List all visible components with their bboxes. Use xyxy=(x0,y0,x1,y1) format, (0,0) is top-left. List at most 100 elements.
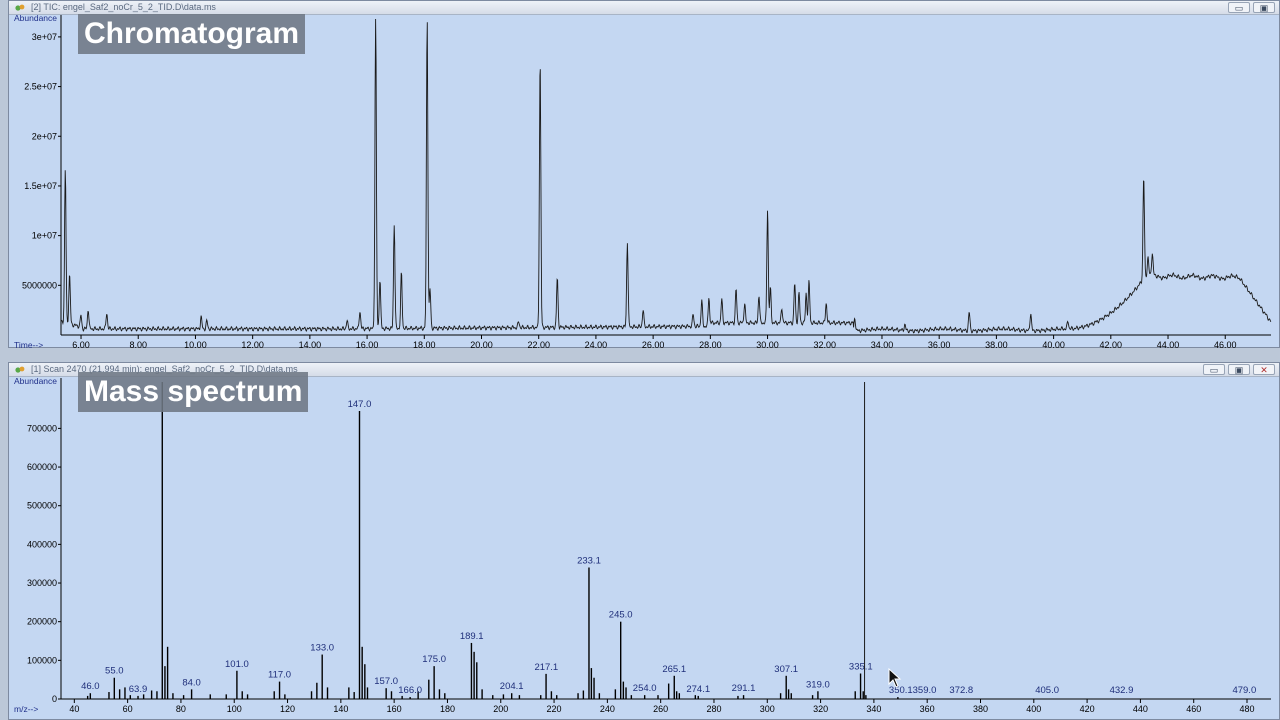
x-tick-label: 180 xyxy=(440,704,455,714)
spectrum-titlebar[interactable]: [1] Scan 2470 (21.994 min): engel_Saf2_n… xyxy=(9,363,1279,377)
peak-label: 359.0 xyxy=(913,685,937,696)
peak-label: 63.9 xyxy=(129,684,148,695)
x-tick-label: 18.00 xyxy=(413,340,436,348)
chromatogram-window: [2] TIC: engel_Saf2_noCr_5_2_TID.D\data.… xyxy=(8,0,1280,348)
chromatogram-plot[interactable]: 5000000 1e+07 1.5e+07 2e+07 2.5e+07 3e+07 6.00… xyxy=(9,14,1279,348)
mouse-cursor-icon xyxy=(888,668,902,688)
peak-label: 432.9 xyxy=(1110,685,1134,696)
x-tick-label: 200 xyxy=(493,704,508,714)
chromatogram-overlay-label: Chromatogram xyxy=(78,14,306,54)
y-axis-label: Abundance xyxy=(14,14,57,23)
x-tick-label: 46.00 xyxy=(1214,340,1237,348)
peak-label: 101.0 xyxy=(225,659,249,670)
y-tick-label: 100000 xyxy=(27,655,57,665)
x-tick-label: 26.00 xyxy=(642,340,665,348)
chromatogram-title: [2] TIC: engel_Saf2_noCr_5_2_TID.D\data.… xyxy=(31,2,216,12)
peak-label: 254.0 xyxy=(633,683,657,694)
x-tick-label: 12.00 xyxy=(241,340,264,348)
peak-label: 291.1 xyxy=(732,683,756,694)
close-button[interactable]: ✕ xyxy=(1253,364,1275,375)
x-tick-label: 10.00 xyxy=(184,340,207,348)
x-tick-label: 160 xyxy=(387,704,402,714)
x-tick-label: 30.00 xyxy=(756,340,779,348)
x-tick-label: 440 xyxy=(1133,704,1148,714)
peak-label: 265.1 xyxy=(662,664,686,675)
app-icon xyxy=(15,366,25,373)
peak-label: 147.0 xyxy=(348,399,372,410)
x-tick-label: 420 xyxy=(1080,704,1095,714)
peak-label: 204.1 xyxy=(500,681,524,692)
y-tick-label: 3e+07 xyxy=(32,32,57,42)
x-tick-label: 8.00 xyxy=(129,340,147,348)
x-tick-label: 6.00 xyxy=(72,340,90,348)
peak-label: 372.8 xyxy=(949,685,973,696)
peak-label: 84.0 xyxy=(182,677,201,688)
y-tick-label: 1.5e+07 xyxy=(24,181,57,191)
mass-spectrum-plot[interactable]: 0 100000 200000 300000 400000 500000 600000 700… xyxy=(9,376,1279,720)
y-tick-label: 5000000 xyxy=(22,280,57,290)
x-tick-label: 40 xyxy=(69,704,79,714)
peak-label: 217.1 xyxy=(534,662,558,673)
peak-label: 166.0 xyxy=(398,685,422,696)
x-tick-label: 16.00 xyxy=(356,340,379,348)
x-tick-label: 220 xyxy=(547,704,562,714)
y-tick-label: 500000 xyxy=(27,501,57,511)
y-tick-label: 200000 xyxy=(27,617,57,627)
x-tick-label: 42.00 xyxy=(1100,340,1123,348)
y-tick-label: 700000 xyxy=(27,423,57,433)
x-tick-label: 260 xyxy=(653,704,668,714)
spectrum-overlay-label: Mass spectrum xyxy=(78,372,309,412)
y-tick-label: 0 xyxy=(52,694,57,704)
x-tick-label: 240 xyxy=(600,704,615,714)
peak-label: 350.1 xyxy=(889,685,913,696)
peak-label: 117.0 xyxy=(268,670,291,681)
spectrum-title: [1] Scan 2470 (21.994 min): engel_Saf2_n… xyxy=(31,364,298,374)
y-tick-label: 1e+07 xyxy=(32,231,57,241)
restore-button[interactable]: ▣ xyxy=(1253,2,1275,13)
peak-label: 133.0 xyxy=(310,643,334,654)
x-tick-label: 100 xyxy=(227,704,242,714)
x-tick-label: 22.00 xyxy=(527,340,550,348)
peak-label: 245.0 xyxy=(609,610,633,621)
x-axis-label: m/z--> xyxy=(14,704,38,714)
minimize-button[interactable]: ▭ xyxy=(1228,2,1250,13)
x-tick-label: 38.00 xyxy=(985,340,1008,348)
peak-label: 233.1 xyxy=(577,556,601,567)
y-tick-label: 300000 xyxy=(27,578,57,588)
peak-label: 55.0 xyxy=(105,666,124,677)
minimize-button[interactable]: ▭ xyxy=(1203,364,1225,375)
x-tick-label: 34.00 xyxy=(871,340,894,348)
x-tick-label: 480 xyxy=(1239,704,1254,714)
peak-label: 157.0 xyxy=(374,676,398,687)
x-tick-label: 32.00 xyxy=(813,340,836,348)
x-tick-label: 140 xyxy=(333,704,348,714)
spectrum-window: [1] Scan 2470 (21.994 min): engel_Saf2_n… xyxy=(8,362,1280,720)
x-tick-label: 340 xyxy=(866,704,881,714)
x-tick-label: 40.00 xyxy=(1042,340,1065,348)
x-tick-label: 28.00 xyxy=(699,340,722,348)
tic-trace xyxy=(60,18,1272,334)
x-tick-label: 14.00 xyxy=(299,340,322,348)
peak-label: 405.0 xyxy=(1035,685,1059,696)
peak-label: 189.1 xyxy=(460,631,484,642)
x-tick-label: 460 xyxy=(1186,704,1201,714)
x-tick-label: 36.00 xyxy=(928,340,951,348)
x-tick-label: 320 xyxy=(813,704,828,714)
x-tick-label: 120 xyxy=(280,704,295,714)
x-tick-label: 280 xyxy=(706,704,721,714)
peak-label: 335.1 xyxy=(849,661,873,672)
chromatogram-titlebar[interactable]: [2] TIC: engel_Saf2_noCr_5_2_TID.D\data.… xyxy=(9,1,1279,15)
x-tick-label: 80 xyxy=(176,704,186,714)
x-tick-label: 360 xyxy=(920,704,935,714)
y-tick-label: 2.5e+07 xyxy=(24,82,57,92)
y-tick-label: 600000 xyxy=(27,462,57,472)
x-tick-label: 60 xyxy=(123,704,133,714)
y-tick-label: 2e+07 xyxy=(32,131,57,141)
peak-label: 46.0 xyxy=(81,681,100,692)
peak-label: 479.0 xyxy=(1232,685,1256,696)
restore-button[interactable]: ▣ xyxy=(1228,364,1250,375)
x-tick-label: 300 xyxy=(760,704,775,714)
x-axis-label: Time--> xyxy=(14,340,43,348)
peak-label: 307.1 xyxy=(774,664,798,675)
x-tick-label: 400 xyxy=(1026,704,1041,714)
